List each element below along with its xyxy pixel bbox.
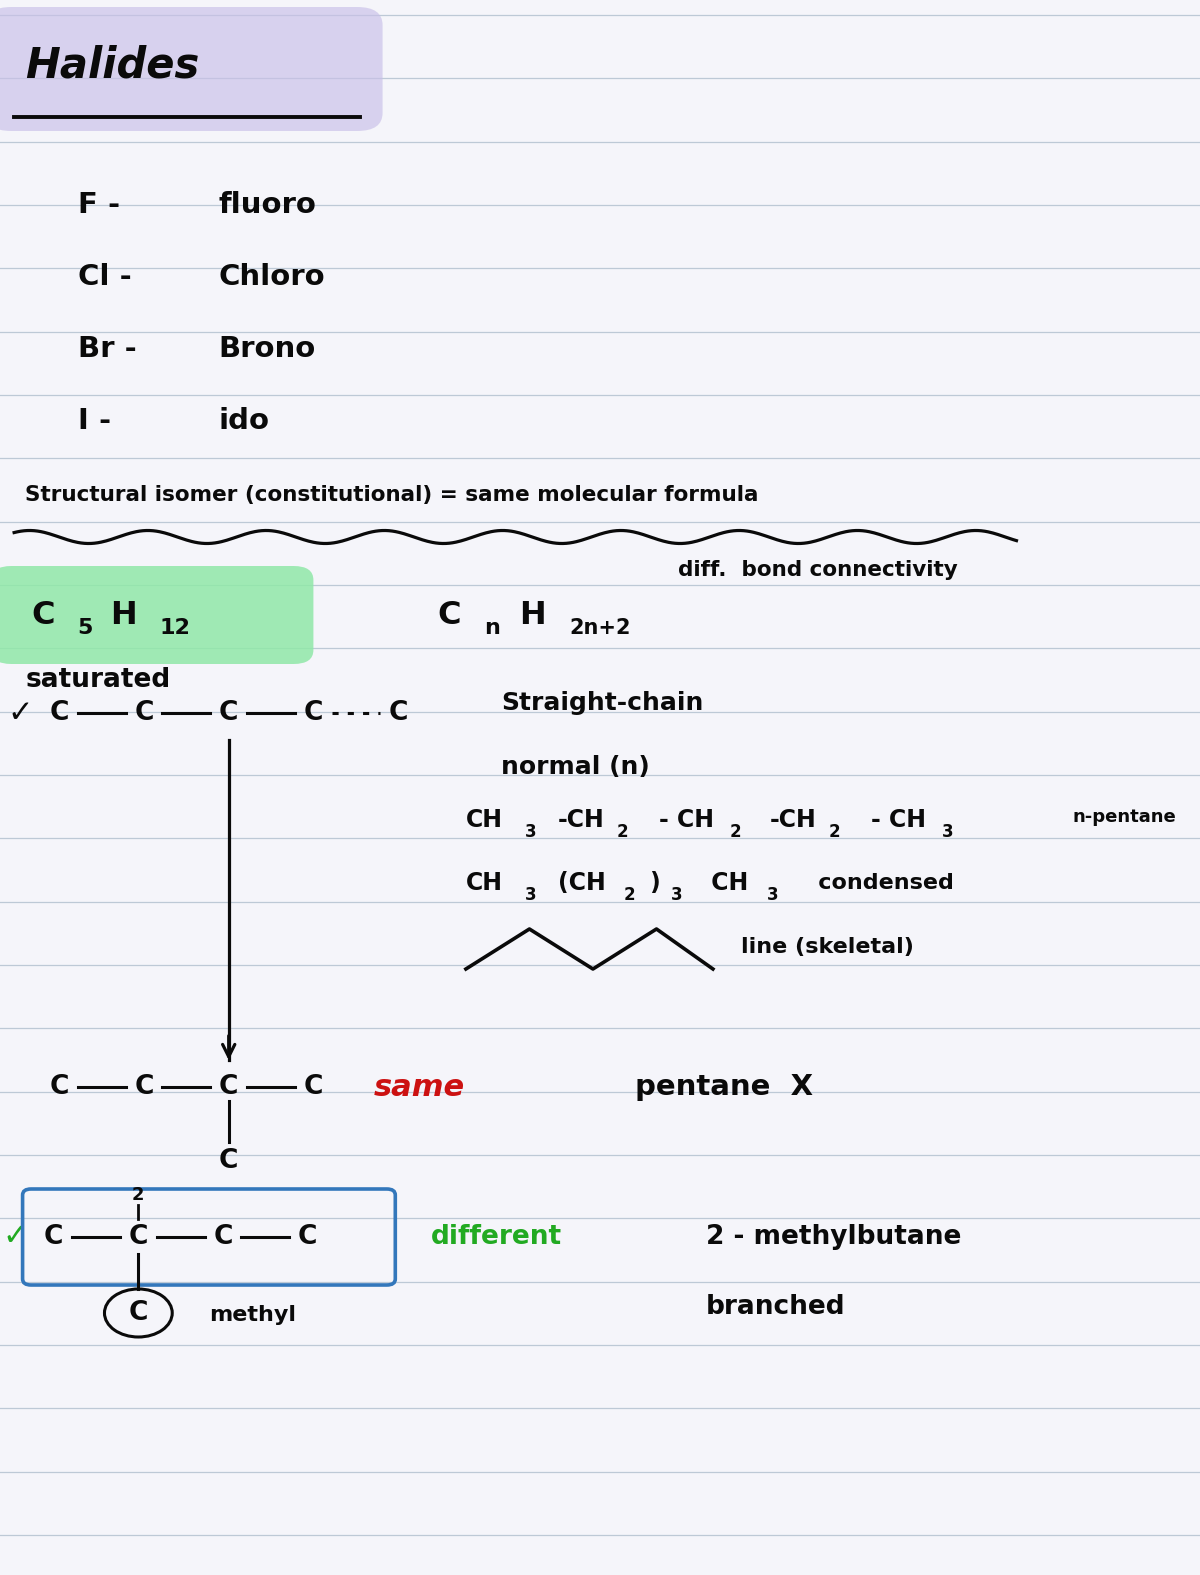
- Text: 3: 3: [526, 887, 536, 904]
- Text: 5: 5: [78, 617, 94, 638]
- Text: 12: 12: [160, 617, 191, 638]
- Text: n-pentane: n-pentane: [1073, 808, 1177, 825]
- Text: H: H: [110, 600, 137, 630]
- Text: C: C: [44, 1224, 64, 1251]
- Text: 2 - methylbutane: 2 - methylbutane: [706, 1224, 961, 1251]
- Text: pentane  X: pentane X: [635, 1073, 814, 1101]
- Text: C: C: [31, 600, 54, 630]
- Text: 3: 3: [942, 824, 953, 841]
- Text: 2: 2: [617, 824, 629, 841]
- Text: C: C: [298, 1224, 318, 1251]
- FancyBboxPatch shape: [0, 6, 383, 131]
- Text: ✓: ✓: [2, 1222, 29, 1252]
- Text: Brono: Brono: [218, 335, 316, 362]
- Text: 2: 2: [624, 887, 636, 904]
- Text: 2: 2: [132, 1186, 145, 1203]
- Text: ido: ido: [218, 406, 270, 435]
- Text: 3: 3: [767, 887, 779, 904]
- Text: 2: 2: [829, 824, 840, 841]
- Text: 3: 3: [526, 824, 536, 841]
- Text: - CH: - CH: [659, 808, 714, 832]
- Text: Cl -: Cl -: [78, 263, 131, 291]
- Text: Straight-chain: Straight-chain: [502, 691, 703, 715]
- Text: different: different: [431, 1224, 562, 1251]
- Text: ✓: ✓: [7, 698, 32, 728]
- Text: same: same: [374, 1073, 466, 1101]
- Text: Chloro: Chloro: [218, 263, 325, 291]
- Text: fluoro: fluoro: [218, 191, 317, 219]
- Text: C: C: [304, 699, 323, 726]
- FancyBboxPatch shape: [0, 565, 313, 665]
- Text: branched: branched: [706, 1295, 846, 1320]
- Text: C: C: [220, 1074, 239, 1099]
- Text: line (skeletal): line (skeletal): [742, 937, 914, 958]
- Text: Structural isomer (constitutional) = same molecular formula: Structural isomer (constitutional) = sam…: [25, 485, 758, 506]
- Text: diff.  bond connectivity: diff. bond connectivity: [678, 561, 958, 580]
- Text: C: C: [304, 1074, 323, 1099]
- Text: 2: 2: [730, 824, 742, 841]
- Text: ): ): [649, 871, 660, 895]
- Text: C: C: [49, 699, 68, 726]
- Text: C: C: [214, 1224, 233, 1251]
- Text: C: C: [134, 1074, 154, 1099]
- Text: C: C: [220, 1148, 239, 1173]
- Text: 2n+2: 2n+2: [569, 617, 630, 638]
- Text: C: C: [134, 699, 154, 726]
- Text: C: C: [389, 699, 408, 726]
- Text: - CH: - CH: [871, 808, 926, 832]
- Text: n: n: [485, 617, 500, 638]
- Text: -CH: -CH: [558, 808, 605, 832]
- Text: normal (n): normal (n): [502, 754, 650, 780]
- Text: CH: CH: [466, 871, 503, 895]
- Text: Halides: Halides: [25, 44, 199, 87]
- Text: C: C: [128, 1299, 148, 1326]
- Text: saturated: saturated: [25, 666, 170, 693]
- Text: CH: CH: [466, 808, 503, 832]
- Text: C: C: [220, 699, 239, 726]
- Text: methyl: methyl: [209, 1306, 296, 1325]
- Text: C: C: [49, 1074, 68, 1099]
- Text: condensed: condensed: [794, 873, 954, 893]
- Text: 3: 3: [671, 887, 683, 904]
- Text: CH: CH: [703, 871, 749, 895]
- Text: H: H: [520, 600, 546, 630]
- Text: Br -: Br -: [78, 335, 137, 362]
- Text: I -: I -: [78, 406, 110, 435]
- Text: C: C: [128, 1224, 148, 1251]
- Text: C: C: [438, 600, 461, 630]
- Text: F -: F -: [78, 191, 120, 219]
- Text: -CH: -CH: [769, 808, 816, 832]
- Text: (CH: (CH: [558, 871, 605, 895]
